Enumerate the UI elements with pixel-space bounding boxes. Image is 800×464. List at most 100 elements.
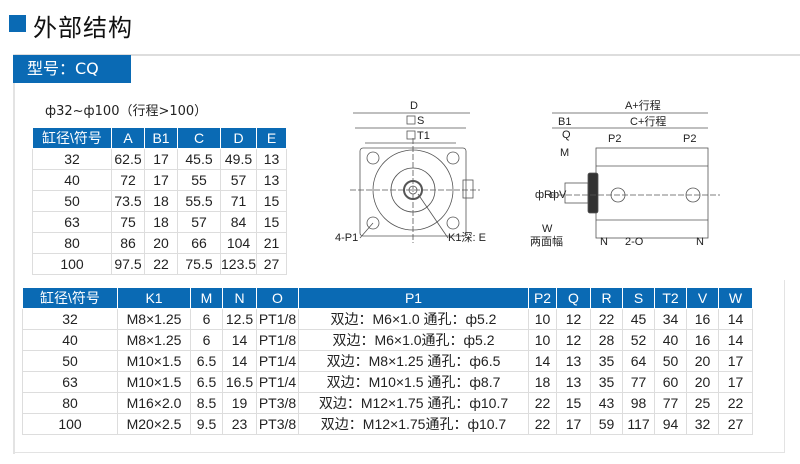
column-header: W	[718, 287, 753, 309]
table-cell: 66	[177, 232, 221, 254]
column-header: E	[256, 127, 288, 149]
table-cell: 14	[222, 329, 257, 351]
table-cell: 19	[222, 392, 257, 414]
table-cell: 14	[528, 350, 557, 372]
table-cell: 50	[32, 190, 112, 212]
table-cell: 双边：M8×1.25 通孔：ф6.5	[298, 350, 529, 372]
table-cell: 55.5	[177, 190, 221, 212]
table-cell: 22	[528, 413, 557, 435]
table-cell: 40	[32, 169, 112, 191]
dimension-table-1: 缸径\符号 A B1 C D E 32 62.5 17 45.5 49.5 13 40 72 17 55 57 1…	[32, 127, 288, 275]
table-cell: 100	[22, 413, 118, 435]
column-header: T2	[654, 287, 687, 309]
table-row: 50 73.5 18 55.5 71 15	[32, 190, 288, 212]
table-cell: PT1/4	[256, 371, 299, 393]
table-cell: 98	[622, 392, 655, 414]
dim-V: фV	[550, 189, 567, 201]
table-row: 80 86 20 66 104 21	[32, 232, 288, 254]
table-cell: 16	[686, 308, 719, 330]
column-header: Q	[556, 287, 591, 309]
table-cell: 双边：M10×1.5 通孔：ф8.7	[298, 371, 529, 393]
table-cell: 13	[556, 350, 591, 372]
table-cell: 22	[718, 392, 753, 414]
dim-A-stroke: A+行程	[625, 99, 661, 112]
table-cell: 32	[32, 148, 112, 170]
table-cell: 73.5	[111, 190, 145, 212]
column-header: V	[686, 287, 719, 309]
table-cell: 23	[222, 413, 257, 435]
table-cell: 40	[22, 329, 118, 351]
table-row: 63 75 18 57 84 15	[32, 211, 288, 233]
table-cell: 17	[556, 413, 591, 435]
dim-B1: B1	[558, 116, 571, 128]
table-cell: 55	[177, 169, 221, 191]
table-row: 40 M8×1.25 6 14 PT1/8 双边：M6×1.0通孔：ф5.2 10 12 28 5…	[22, 329, 753, 351]
dim-M: M	[560, 147, 569, 159]
table-cell: 25	[686, 392, 719, 414]
table-cell: 20	[686, 350, 719, 372]
table-cell: 双边：M6×1.0 通孔：ф5.2	[298, 308, 529, 330]
table-cell: 10	[528, 308, 557, 330]
divider	[13, 54, 15, 454]
column-header: N	[222, 287, 257, 309]
table-row: 50 M10×1.5 6.5 14 PT1/4 双边：M8×1.25 通孔：ф6.5 14 1…	[22, 350, 753, 372]
table-cell: 17	[144, 169, 178, 191]
table-cell: 77	[622, 371, 655, 393]
table-cell: 34	[654, 308, 687, 330]
table-cell: 123.5	[219, 253, 258, 275]
table-cell: 59	[590, 413, 623, 435]
side-view-drawing: A+行程 B1 C+行程 Q P2 P2 M фR фV W 两面幅 N 2-O…	[530, 99, 720, 248]
table-cell: 20	[686, 371, 719, 393]
column-header: R	[590, 287, 623, 309]
table-cell: 100	[32, 253, 112, 275]
table-cell: 77	[654, 392, 687, 414]
table-cell: 16	[686, 329, 719, 351]
table-cell: 12	[556, 329, 591, 351]
dimension-table-2: 缸径\符号 K1 M N O P1 P2 Q R S T2 V W 32 M8×1.25 6 12.5 PT1/8…	[22, 287, 753, 435]
table-cell: 13	[256, 169, 288, 191]
table-cell: 20	[144, 232, 178, 254]
table-cell: 84	[219, 211, 258, 233]
column-header: D	[219, 127, 258, 149]
page-title: 外部结构	[33, 14, 133, 42]
column-header: K1	[117, 287, 191, 309]
dim-R: фR	[535, 189, 552, 201]
table-cell: M10×1.5	[117, 350, 191, 372]
table-cell: 32	[22, 308, 118, 330]
table-cell: 50	[654, 350, 687, 372]
table-cell: M8×1.25	[117, 308, 191, 330]
table-cell: PT3/8	[256, 413, 299, 435]
table-cell: 10	[528, 329, 557, 351]
table-cell: 17	[144, 148, 178, 170]
table-cell: 13	[256, 148, 288, 170]
table-cell: 6	[190, 329, 223, 351]
table-cell: 18	[528, 371, 557, 393]
table-cell: 双边：M6×1.0通孔：ф5.2	[298, 329, 529, 351]
table-cell: PT1/4	[256, 350, 299, 372]
table-cell: 6.5	[190, 371, 223, 393]
label-across-flats: 两面幅	[530, 235, 563, 248]
table-cell: 32	[686, 413, 719, 435]
table-cell: 72	[111, 169, 145, 191]
table-cell: 9.5	[190, 413, 223, 435]
table-cell: 6	[190, 308, 223, 330]
table-cell: 15	[256, 211, 288, 233]
table-cell: 45.5	[177, 148, 221, 170]
table-cell: 28	[590, 329, 623, 351]
table-cell: 15	[256, 190, 288, 212]
model-label: 型号：CQ	[13, 55, 131, 83]
table-row: 80 M16×2.0 8.5 19 PT3/8 双边：M12×1.75 通孔：ф10.7 2…	[22, 392, 753, 414]
table-cell: 6.5	[190, 350, 223, 372]
table-cell: 35	[590, 371, 623, 393]
table-cell: M8×1.25	[117, 329, 191, 351]
dim-P2: P2	[683, 133, 696, 145]
column-header: 缸径\符号	[32, 127, 112, 149]
title-square-icon	[9, 15, 26, 32]
label-4-P1: 4-P1	[335, 232, 358, 244]
table-cell: 40	[654, 329, 687, 351]
table-cell: 50	[22, 350, 118, 372]
table-cell: 75.5	[177, 253, 221, 275]
table-cell: 21	[256, 232, 288, 254]
table-cell: PT3/8	[256, 392, 299, 414]
table-cell: M20×2.5	[117, 413, 191, 435]
